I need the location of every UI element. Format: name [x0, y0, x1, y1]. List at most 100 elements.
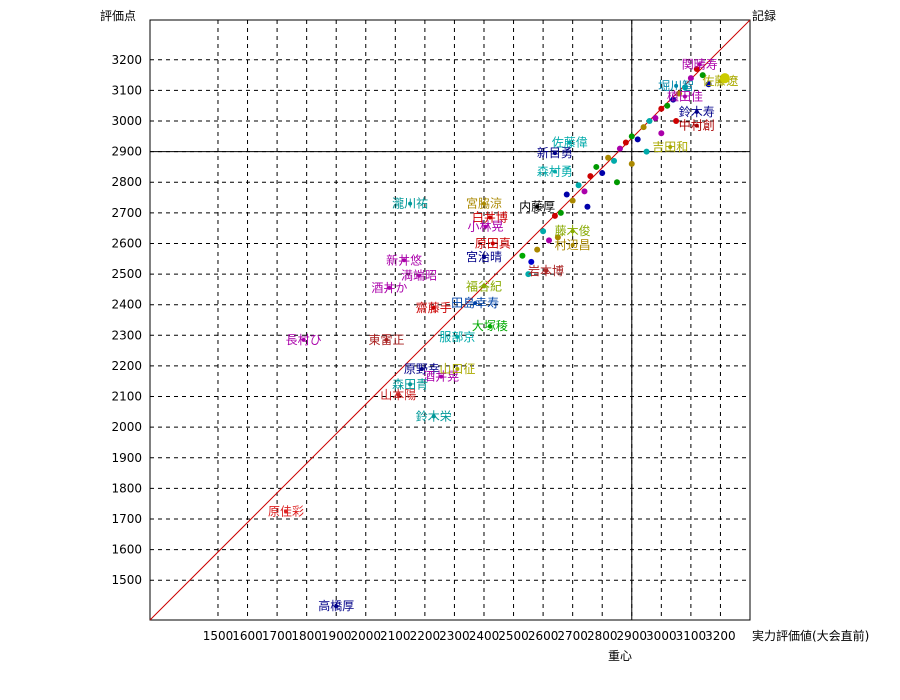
data-point — [544, 269, 549, 274]
cluster-point — [525, 271, 532, 278]
point-label: 田島幸寿 — [451, 295, 499, 310]
cluster-point — [628, 160, 635, 167]
point-label: 新目勇 — [537, 145, 573, 160]
point-label: 原田真 — [475, 236, 511, 250]
point-label: 森村勇 — [537, 164, 573, 179]
point-label: 宮治晴 — [466, 249, 502, 264]
data-point — [402, 258, 407, 263]
data-point — [570, 229, 575, 234]
point-label: 東雷正 — [368, 333, 404, 347]
cluster-point — [628, 133, 635, 140]
cluster-point — [643, 148, 650, 155]
x-tick-label: 3100 — [676, 629, 707, 643]
plot-frame — [149, 19, 751, 621]
cluster-point — [593, 163, 600, 170]
x-tick-label: 1900 — [321, 629, 352, 643]
data-point — [439, 374, 444, 379]
centroid-label: 重心 — [608, 649, 632, 663]
cluster-point — [528, 258, 535, 265]
data-point — [552, 169, 557, 174]
x-tick-label: 2800 — [587, 629, 618, 643]
data-point — [455, 334, 460, 339]
data-point — [570, 243, 575, 247]
cluster-point — [658, 105, 665, 112]
point-label: 堀川智 — [658, 78, 694, 93]
data-point — [416, 273, 421, 278]
y-tick-label: 2800 — [111, 175, 142, 189]
point-label: 服部京 — [439, 329, 475, 344]
cluster-point — [673, 118, 680, 125]
cluster-point — [681, 84, 688, 91]
data-point — [487, 215, 492, 220]
cluster-point — [693, 65, 700, 72]
y-tick-label: 2600 — [111, 236, 142, 250]
point-label: 福谷紀 — [466, 278, 502, 293]
data-point — [396, 393, 401, 397]
cluster-point — [584, 203, 591, 210]
point-label: 山口征 — [439, 362, 475, 376]
cluster-point — [670, 96, 677, 103]
cluster-point — [557, 209, 564, 216]
x-tick-label: 2600 — [528, 629, 559, 643]
x-tick-label: 1500 — [203, 629, 234, 643]
data-point — [483, 224, 488, 229]
point-label: 鈴木栄 — [416, 408, 452, 423]
x-tick-label: 3200 — [705, 629, 736, 643]
data-point — [301, 337, 306, 342]
point-label: 原佳彩 — [268, 504, 304, 518]
point-label: 宮脇涼 — [466, 196, 502, 211]
cluster-point — [587, 173, 594, 180]
cluster-point — [551, 212, 558, 219]
x-tick-label: 2000 — [350, 629, 381, 643]
y-tick-label: 2900 — [111, 145, 142, 159]
data-point — [490, 241, 495, 246]
point-label: 酒井晃 — [423, 370, 459, 384]
data-point — [419, 366, 424, 371]
cluster-point — [563, 191, 570, 198]
highlighted-point — [719, 73, 730, 84]
x-tick-label: 1600 — [232, 629, 263, 643]
data-point — [481, 284, 486, 289]
x-tick-label: 3000 — [646, 629, 677, 643]
data-point — [408, 382, 413, 387]
cluster-point — [611, 157, 618, 164]
point-label: 村辺昌 — [555, 238, 591, 252]
point-label: 小林晃 — [467, 220, 503, 234]
data-point — [283, 509, 288, 514]
data-point — [668, 145, 673, 150]
cluster-point — [519, 252, 526, 259]
cluster-point — [658, 130, 665, 137]
data-point — [334, 604, 339, 609]
y-tick-label: 3100 — [111, 83, 142, 97]
cluster-point — [640, 124, 647, 131]
point-label: 鈴木寿 — [679, 104, 715, 119]
point-label: 中村創 — [679, 118, 715, 133]
point-label: 植田佳 — [667, 89, 703, 104]
point-label: 新井悠 — [386, 252, 422, 267]
point-label: 原野幸 — [404, 362, 440, 376]
axes: 1500 1600 1700 1800 1900 2000 2100 2200 2300 2400… — [111, 19, 751, 643]
cluster-point — [705, 81, 712, 88]
point-label: 関晴寿 — [682, 57, 718, 71]
point-label: 藤木俊 — [555, 223, 591, 238]
cluster-point — [664, 102, 671, 109]
y-tick-label: 1900 — [111, 451, 142, 465]
cluster-point — [699, 72, 706, 79]
x-tick-label: 2400 — [469, 629, 500, 643]
y-tick-label: 1700 — [111, 512, 142, 526]
cluster-point — [634, 136, 641, 143]
point-label: 満端昭 — [401, 269, 437, 283]
point-label: 高橋厚 — [318, 598, 354, 613]
x-tick-label: 1700 — [262, 629, 293, 643]
point-label: 佐藤偉 — [552, 135, 588, 149]
x-tick-label: 2300 — [439, 629, 470, 643]
x-tick-label: 2500 — [498, 629, 529, 643]
data-point — [694, 109, 699, 114]
data-point — [674, 83, 679, 88]
y-tick-label: 2300 — [111, 328, 142, 342]
data-point — [694, 123, 699, 128]
cluster-point — [605, 154, 612, 161]
